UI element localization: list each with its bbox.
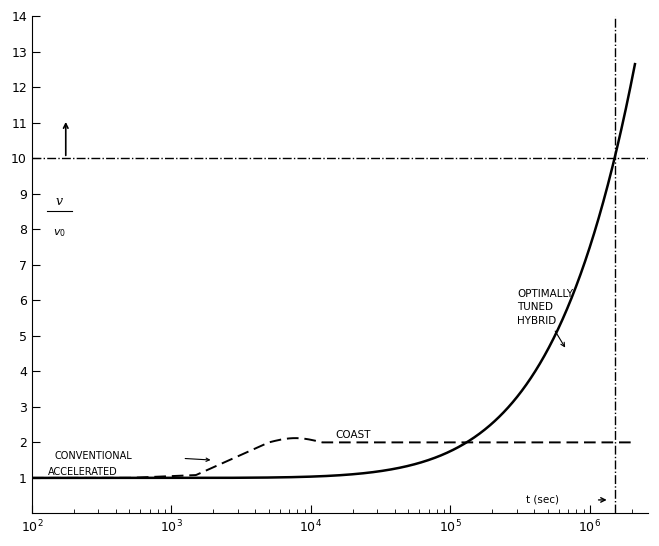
- Text: COAST: COAST: [335, 430, 371, 440]
- Text: v: v: [56, 194, 63, 207]
- Text: t (sec): t (sec): [526, 495, 559, 505]
- Text: CONVENTIONAL: CONVENTIONAL: [54, 451, 132, 461]
- Text: OPTIMALLY
TUNED
HYBRID: OPTIMALLY TUNED HYBRID: [517, 289, 573, 325]
- Text: ACCELERATED: ACCELERATED: [47, 466, 117, 477]
- Text: $v_0$: $v_0$: [53, 228, 66, 239]
